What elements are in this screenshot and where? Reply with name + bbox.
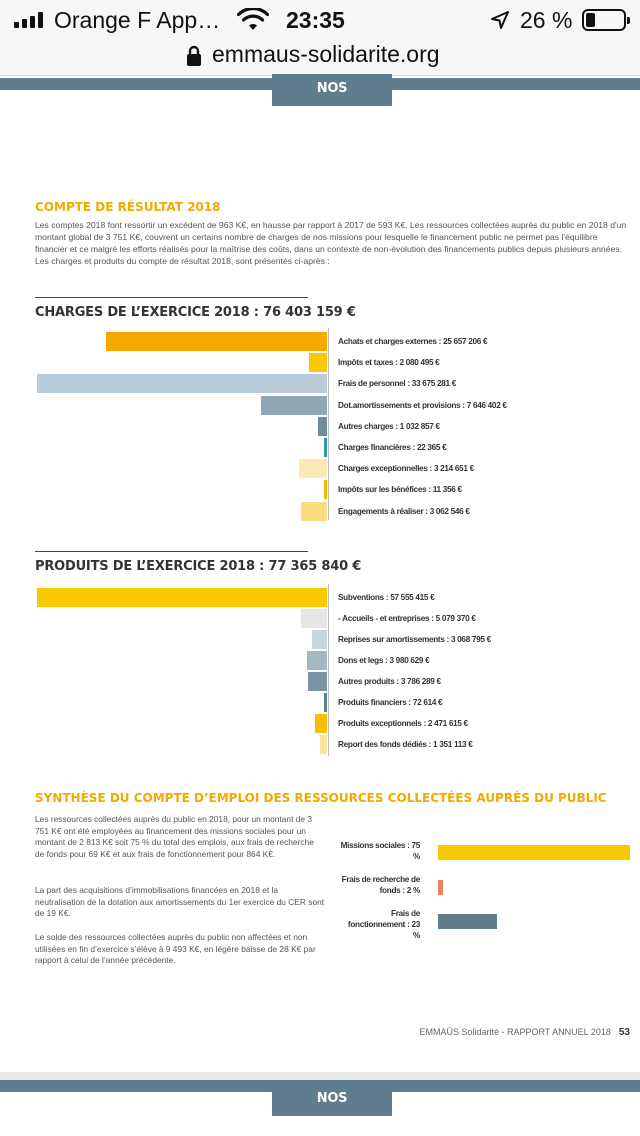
produits-bar: [308, 672, 327, 691]
synthese-title: SYNTHÈSE DU COMPTE D’EMPLOI DES RESSOURC…: [35, 791, 607, 805]
charges-bar: [37, 374, 327, 394]
charges-bar-label: Impôts sur les bénéfices : 11 356 €: [338, 485, 462, 495]
section-tab: NOS RESSOURCES: [272, 74, 392, 126]
produits-bar: [324, 693, 327, 712]
page-gap: [0, 1072, 640, 1080]
produits-bar-label: - Accueils - et entreprises : 5 079 370 …: [338, 614, 476, 623]
produits-bar: [301, 609, 327, 628]
charges-bar: [318, 416, 327, 436]
status-bar: Orange F App… 23:35 26 %: [0, 0, 640, 40]
location-arrow-icon: [491, 11, 509, 29]
produits-bar-label: Produits exceptionnels : 2 471 615 €: [338, 719, 468, 728]
synthese-bar: [438, 880, 443, 895]
battery-percentage: 26 %: [520, 7, 573, 33]
clock: 23:35: [286, 7, 345, 33]
battery-icon: [582, 9, 630, 31]
produits-rule: [35, 551, 308, 552]
synthese-paragraph-2: La part des acquisitions d’immobilisatio…: [35, 885, 325, 919]
charges-bar-label: Achats et charges externes : 25 657 206 …: [338, 337, 488, 346]
charges-bar: [106, 332, 327, 351]
produits-bar: [312, 630, 327, 649]
charges-bar: [324, 480, 327, 500]
url-text: emmaus-solidarite.org: [212, 41, 440, 67]
charges-bar-label: Dot.amortissements et provisions : 7 646…: [338, 400, 507, 410]
produits-bar: [37, 588, 327, 607]
page-number: 53: [618, 1027, 630, 1038]
charges-bar-label: Charges exceptionnelles : 3 214 651 €: [338, 464, 474, 474]
compte-title: COMPTE DE RÉSULTAT 2018: [35, 200, 221, 214]
synthese-bar: [438, 914, 497, 929]
lock-icon: [187, 45, 201, 66]
produits-bar-label: Autres produits : 3 786 289 €: [338, 677, 441, 686]
charges-bar-label: Frais de personnel : 33 675 281 €: [338, 379, 456, 389]
produits-bar-label: Reprises sur amortissements : 3 068 795 …: [338, 635, 491, 644]
charges-bar: [301, 501, 327, 521]
next-page-section-tab: NOS RESSOURCES: [272, 1084, 392, 1136]
charges-bar: [261, 395, 327, 415]
charges-bar-label: Engagements à réaliser : 3 062 546 €: [338, 506, 470, 516]
produits-bar-label: Subventions : 57 555 415 €: [338, 593, 435, 602]
signal-icon: [14, 12, 48, 28]
synthese-paragraph-1: Les ressources collectées auprès du publ…: [35, 814, 314, 859]
charges-bar: [324, 438, 327, 457]
produits-title: PRODUITS DE L’EXERCICE 2018 : 77 365 840…: [35, 559, 362, 574]
synthese-paragraph-3: Le solde des ressources collectées auprè…: [35, 932, 316, 966]
synthese-bar-label: Frais de fonctionnement : 23 %: [347, 909, 420, 940]
synthese-bar: [438, 845, 630, 860]
produits-bar: [315, 714, 327, 733]
charges-axis: [328, 328, 329, 520]
produits-axis: [328, 584, 329, 756]
charges-rule: [35, 297, 308, 298]
charges-bar: [299, 459, 327, 479]
compte-intro: Les comptes 2018 font ressortir un excéd…: [35, 220, 627, 266]
produits-bar-label: Dons et legs : 3 980 629 €: [338, 656, 430, 665]
charges-bar: [309, 353, 327, 373]
produits-bar-label: Report des fonds dédiés : 1 351 113 €: [338, 740, 473, 749]
produits-bar: [320, 735, 327, 754]
charges-title: CHARGES DE L’EXERCICE 2018 : 76 403 159 …: [35, 305, 356, 320]
footer-text: EMMAÜS Solidarité - RAPPORT ANNUEL 2018: [419, 1027, 611, 1037]
charges-bar-label: Charges financières : 22 365 €: [338, 443, 447, 452]
produits-bar-label: Produits financiers : 72 614 €: [338, 698, 443, 707]
produits-bar: [307, 651, 327, 670]
carrier-name: Orange F App…: [54, 7, 221, 33]
charges-bar-label: Autres charges : 1 032 857 €: [338, 421, 440, 431]
synthese-bar-label: Frais de recherche de fonds : 2 %: [341, 875, 421, 895]
page-footer: EMMAÜS Solidarité - RAPPORT ANNUEL 2018 5…: [419, 1027, 630, 1038]
synthese-bar-label: Missions sociales : 75 %: [340, 841, 421, 861]
address-bar[interactable]: emmaus-solidarite.org: [0, 40, 640, 76]
charges-bar-label: Impôts et taxes : 2 080 495 €: [338, 358, 440, 368]
wifi-icon: [237, 8, 269, 30]
